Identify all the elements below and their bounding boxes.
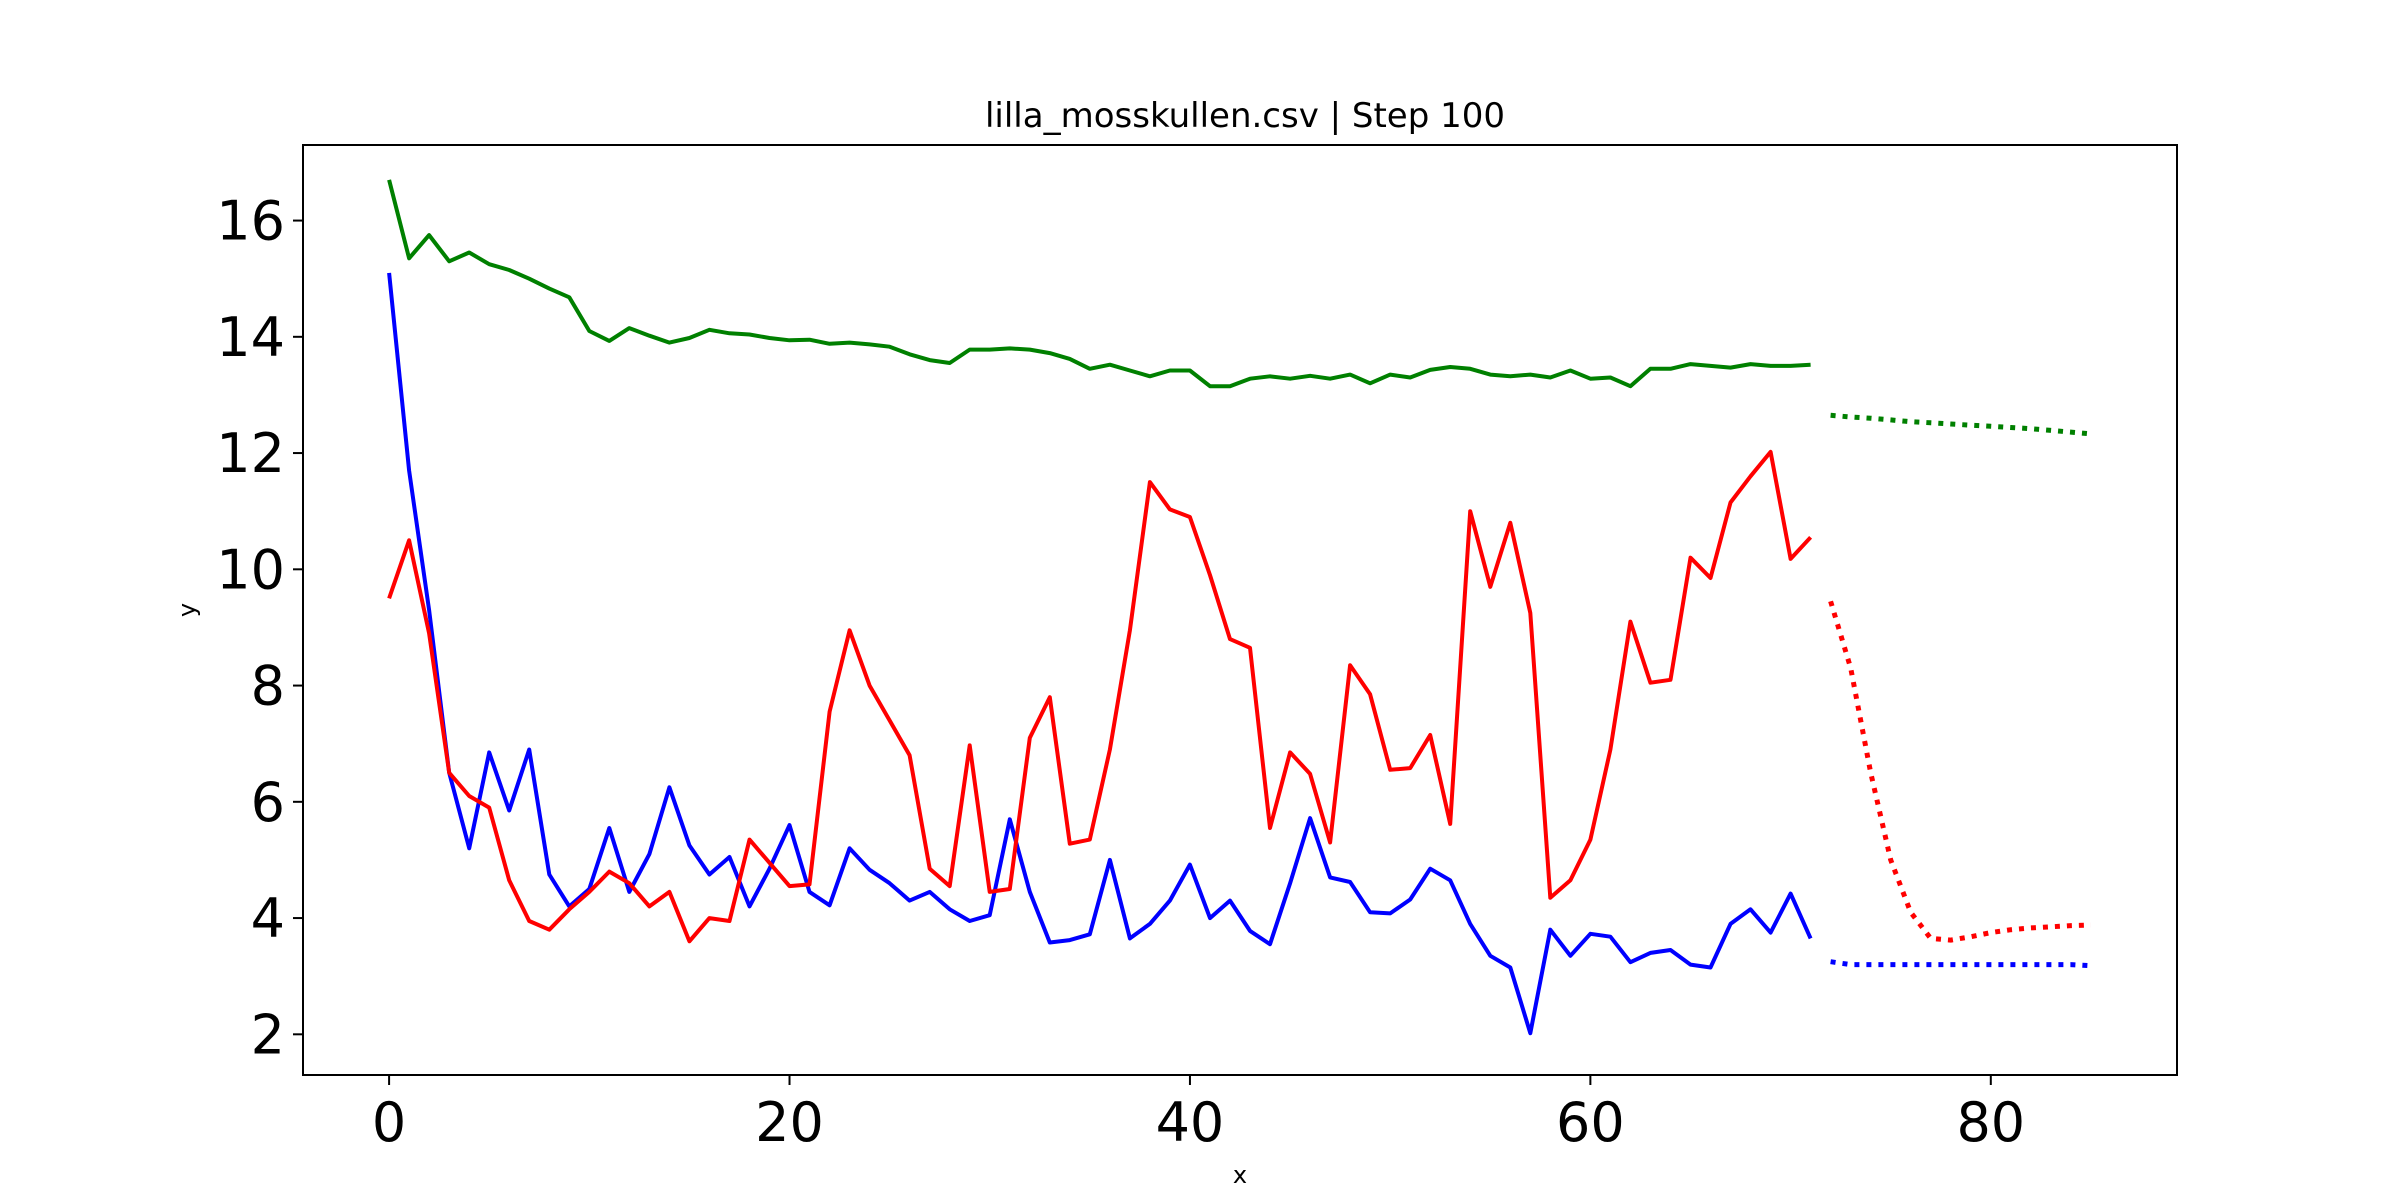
y-tick-label: 14 xyxy=(216,306,285,369)
y-tick-label: 6 xyxy=(251,771,285,834)
y-tick-label: 2 xyxy=(251,1003,285,1066)
y-tick-label: 16 xyxy=(216,190,285,253)
series-line-3 xyxy=(387,449,1813,944)
series-line-5 xyxy=(1830,959,2092,969)
x-tick-label: 20 xyxy=(755,1091,824,1154)
series-line-4 xyxy=(1830,412,2092,437)
y-tick-label: 4 xyxy=(251,887,285,950)
x-tick-label: 60 xyxy=(1556,1091,1625,1154)
series-line-1 xyxy=(387,179,1811,389)
x-tick-label: 0 xyxy=(372,1091,406,1154)
x-axis: 0 20 40 60 80 xyxy=(372,1075,2025,1154)
plot-frame xyxy=(302,144,2178,1076)
y-tick-label: 8 xyxy=(251,655,285,718)
y-axis: 2 4 6 8 10 12 14 16 xyxy=(216,190,303,1066)
x-tick-label: 40 xyxy=(1156,1091,1225,1154)
y-axis-label: y xyxy=(173,603,201,617)
series-line-2 xyxy=(387,272,1813,1036)
chart-title: lilla_mosskullen.csv | Step 100 xyxy=(985,96,1505,136)
series-layer xyxy=(387,179,2092,1036)
y-tick-label: 12 xyxy=(216,422,285,485)
x-axis-label: x xyxy=(1233,1161,1247,1189)
series-line-6 xyxy=(1828,600,2091,943)
x-tick-label: 80 xyxy=(1956,1091,2025,1154)
y-tick-label: 10 xyxy=(216,538,285,601)
